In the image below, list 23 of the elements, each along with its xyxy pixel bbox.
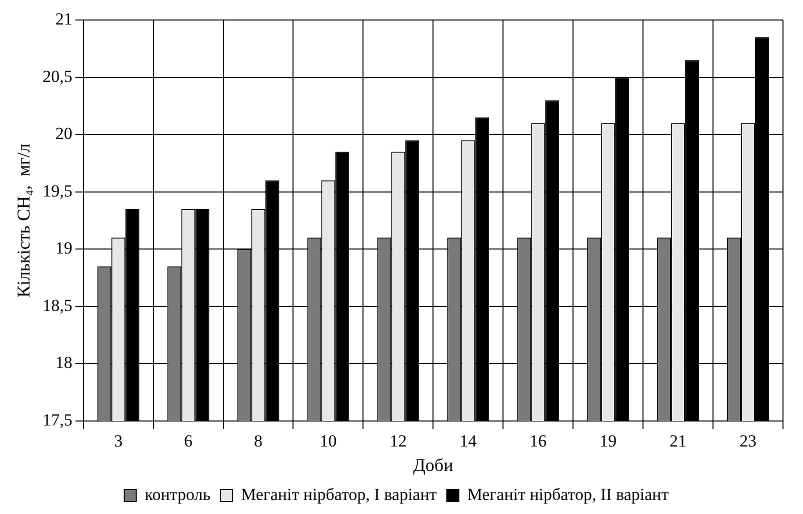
y-tick-label: 19 <box>55 238 72 258</box>
legend-label: контроль <box>144 484 211 504</box>
x-tick-label: 12 <box>390 432 407 451</box>
y-tick-label: 21 <box>55 9 72 28</box>
x-tick-label: 19 <box>600 432 617 451</box>
y-tick-label: 18 <box>55 353 72 372</box>
x-tick-label: 16 <box>530 432 547 451</box>
x-axis-title: Доби <box>413 454 454 475</box>
x-tick-label: 6 <box>184 432 193 451</box>
x-tick-label: 8 <box>254 432 263 451</box>
legend-label: Меганіт нірбатор, II варіант <box>467 484 670 504</box>
x-tick-label: 14 <box>460 432 478 451</box>
legend-label: Меганіт нірбатор, I варіант <box>240 484 438 504</box>
y-tick-label: 20,5 <box>42 66 72 86</box>
y-tick-label: 19,5 <box>42 181 72 200</box>
y-axis-title: Кількість CH₄, мг/л <box>14 143 34 298</box>
x-tick-label: 21 <box>670 432 687 451</box>
y-tick-label: 17,5 <box>42 410 72 430</box>
x-tick-label: 3 <box>114 432 123 451</box>
y-tick-label: 18,5 <box>42 296 72 315</box>
y-tick-label: 20 <box>55 124 72 144</box>
x-tick-label: 10 <box>320 432 337 451</box>
x-tick-label: 23 <box>740 432 757 451</box>
